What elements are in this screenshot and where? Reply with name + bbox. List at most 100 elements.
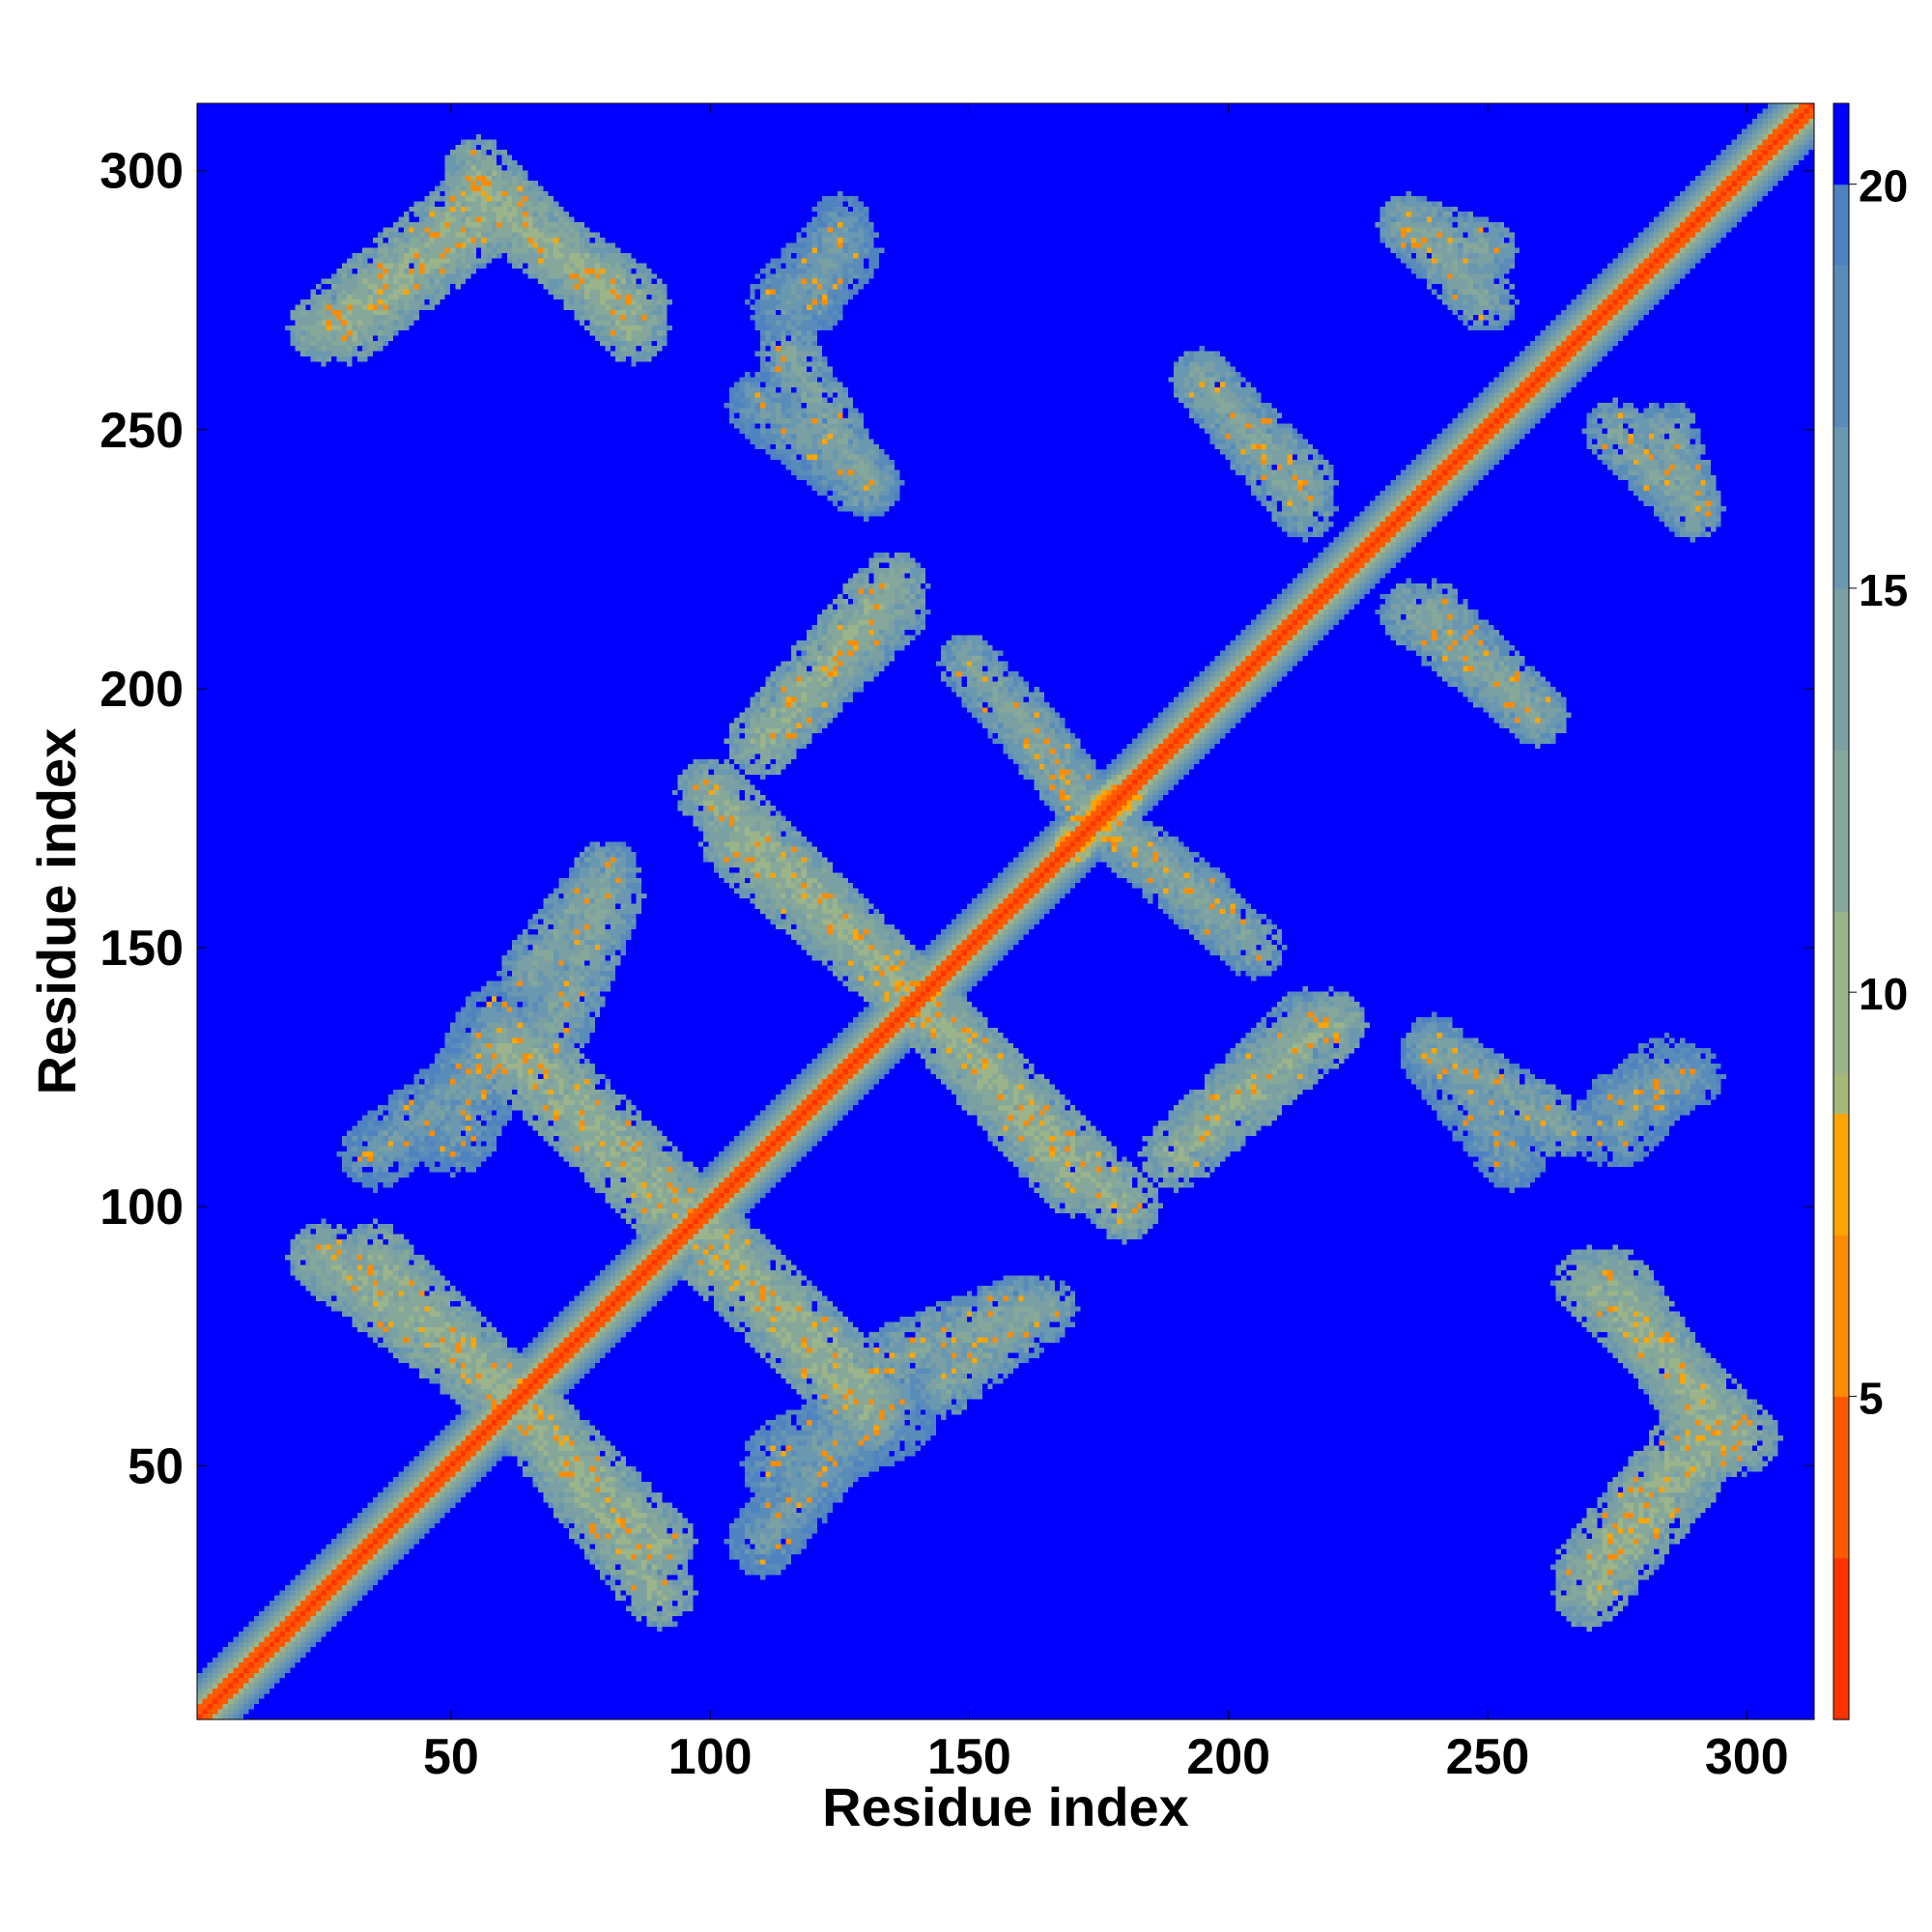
colorbar-segment	[1833, 200, 1849, 210]
colorbar-segment	[1833, 167, 1849, 177]
colorbar-segment	[1833, 361, 1849, 371]
colorbar-segment	[1833, 1557, 1849, 1567]
colorbar-segment	[1833, 1202, 1849, 1211]
y-tick-label: 50	[128, 1438, 184, 1494]
colorbar-segment	[1833, 725, 1849, 735]
colorbar-segment	[1833, 1266, 1849, 1276]
colorbar-segment	[1833, 717, 1849, 726]
colorbar-segment	[1833, 919, 1849, 928]
colorbar-segment	[1833, 637, 1849, 646]
colorbar-segment	[1833, 224, 1849, 234]
colorbar-segment	[1833, 378, 1849, 387]
colorbar-segment	[1833, 968, 1849, 978]
colorbar-segment	[1833, 1121, 1849, 1130]
colorbar-tick-label: 15	[1859, 565, 1908, 615]
plot-frame	[196, 102, 1815, 1720]
colorbar-segment	[1833, 741, 1849, 751]
y-axis-ticks: 50 100 150 200 250 300	[99, 144, 1814, 1494]
colorbar-segment	[1833, 870, 1849, 880]
colorbar-segment	[1833, 1146, 1849, 1155]
y-tick-label: 300	[99, 144, 184, 200]
colorbar-segment	[1833, 313, 1849, 323]
colorbar-segment	[1833, 1646, 1849, 1656]
colorbar-segment	[1833, 1081, 1849, 1091]
colorbar-segment	[1833, 814, 1849, 824]
colorbar-segment	[1833, 297, 1849, 306]
colorbar-segment	[1833, 1444, 1849, 1454]
colorbar-segment	[1833, 1679, 1849, 1689]
colorbar-segment	[1833, 911, 1849, 921]
colorbar-segment	[1833, 159, 1849, 169]
colorbar-segment	[1833, 192, 1849, 201]
x-axis-title: Residue index	[822, 1776, 1189, 1837]
colorbar-tick-label: 10	[1859, 969, 1908, 1019]
colorbar-segment	[1833, 1598, 1849, 1607]
colorbar-segment	[1833, 1065, 1849, 1074]
colorbar-segment	[1833, 1283, 1849, 1293]
colorbar-segment	[1833, 1501, 1849, 1511]
colorbar-segment	[1833, 596, 1849, 606]
colorbar-segment	[1833, 693, 1849, 702]
colorbar-segment	[1833, 1509, 1849, 1519]
x-axis-ticks: 50 100 150 200 250 300	[423, 103, 1789, 1785]
colorbar-segment	[1833, 289, 1849, 298]
colorbar-segment	[1833, 1323, 1849, 1333]
colorbar-segment	[1833, 879, 1849, 889]
colorbar-segment	[1833, 676, 1849, 686]
colorbar-segment	[1833, 1655, 1849, 1664]
colorbar-segment	[1833, 1590, 1849, 1600]
colorbar-segment	[1833, 208, 1849, 217]
colorbar-segment	[1833, 1703, 1849, 1713]
colorbar-segment	[1833, 515, 1849, 525]
colorbar-segment	[1833, 1477, 1849, 1487]
colorbar-segment	[1833, 176, 1849, 185]
colorbar-segment	[1833, 498, 1849, 508]
colorbar-segment	[1833, 1218, 1849, 1228]
colorbar-segment	[1833, 765, 1849, 775]
colorbar-segment	[1833, 1492, 1849, 1502]
colorbar-segment	[1833, 1549, 1849, 1559]
colorbar-segment	[1833, 491, 1849, 500]
colorbar-segment	[1833, 952, 1849, 961]
colorbar-segment	[1833, 1153, 1849, 1163]
colorbar-segment	[1833, 410, 1849, 419]
colorbar-segment	[1833, 1113, 1849, 1122]
colorbar-segment	[1833, 1404, 1849, 1413]
colorbar-segment	[1833, 1137, 1849, 1147]
x-tick-label: 300	[1705, 1729, 1789, 1785]
colorbar-segment	[1833, 370, 1849, 380]
colorbar-segment	[1833, 1452, 1849, 1462]
colorbar-segment	[1833, 1436, 1849, 1446]
colorbar-segment	[1833, 241, 1849, 250]
colorbar-segment	[1833, 611, 1849, 621]
colorbar-segment	[1833, 652, 1849, 662]
colorbar-segment	[1833, 1032, 1849, 1041]
colorbar-segment	[1833, 1331, 1849, 1341]
colorbar-segment	[1833, 1129, 1849, 1139]
colorbar-segment	[1833, 750, 1849, 759]
colorbar-segment	[1833, 604, 1849, 613]
colorbar-segment	[1833, 887, 1849, 896]
colorbar-segment	[1833, 459, 1849, 469]
colorbar-segment	[1833, 1315, 1849, 1324]
colorbar-segment	[1833, 668, 1849, 678]
colorbar-segment	[1833, 774, 1849, 783]
colorbar-segment	[1833, 1170, 1849, 1179]
colorbar-segment	[1833, 135, 1849, 145]
colorbar-segment	[1833, 1274, 1849, 1284]
colorbar-segment	[1833, 1339, 1849, 1349]
colorbar-segment	[1833, 531, 1849, 541]
colorbar-segment	[1833, 943, 1849, 952]
colorbar-segment	[1833, 959, 1849, 969]
colorbar-segment	[1833, 1711, 1849, 1720]
x-tick-label: 150	[927, 1729, 1011, 1785]
colorbar-ticks: 5 10 15 20	[1849, 161, 1908, 1423]
colorbar-segment	[1833, 555, 1849, 565]
colorbar-segment	[1833, 661, 1849, 670]
colorbar-segment	[1833, 1016, 1849, 1026]
colorbar-segment	[1833, 216, 1849, 226]
y-tick-label: 200	[99, 662, 184, 718]
colorbar-tick-label: 20	[1859, 161, 1908, 212]
y-axis-title: Residue index	[26, 728, 87, 1095]
colorbar-segment	[1833, 781, 1849, 791]
